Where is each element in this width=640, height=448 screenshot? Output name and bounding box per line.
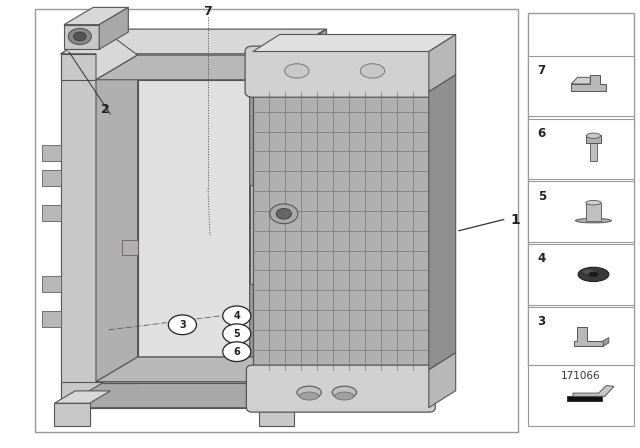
Text: 3: 3 <box>538 315 546 328</box>
Polygon shape <box>429 34 456 92</box>
Ellipse shape <box>285 64 309 78</box>
Bar <box>528 365 634 426</box>
Polygon shape <box>96 357 291 382</box>
Polygon shape <box>102 29 138 383</box>
Ellipse shape <box>583 269 593 274</box>
Ellipse shape <box>586 201 601 205</box>
Polygon shape <box>99 8 128 49</box>
Polygon shape <box>250 29 326 80</box>
Text: 5: 5 <box>538 190 546 202</box>
Bar <box>528 13 634 365</box>
Text: 2: 2 <box>101 103 110 116</box>
Polygon shape <box>61 54 96 408</box>
FancyBboxPatch shape <box>246 365 435 412</box>
Text: 171066: 171066 <box>561 371 600 381</box>
Text: 7: 7 <box>538 64 546 77</box>
Bar <box>586 202 601 221</box>
Text: 6: 6 <box>538 127 546 140</box>
Ellipse shape <box>575 219 611 223</box>
Ellipse shape <box>335 392 354 400</box>
Ellipse shape <box>297 386 321 399</box>
Ellipse shape <box>332 386 356 399</box>
Circle shape <box>68 28 92 44</box>
Ellipse shape <box>300 392 319 400</box>
Polygon shape <box>61 382 285 408</box>
Polygon shape <box>64 25 99 49</box>
Bar <box>589 137 597 161</box>
Polygon shape <box>42 169 61 185</box>
Circle shape <box>223 324 251 344</box>
Ellipse shape <box>589 272 598 276</box>
Polygon shape <box>64 8 128 25</box>
Circle shape <box>74 32 86 41</box>
Polygon shape <box>284 29 326 383</box>
Bar <box>586 135 600 143</box>
Text: 4: 4 <box>538 252 546 265</box>
Polygon shape <box>429 75 456 370</box>
Bar <box>35 9 518 432</box>
Polygon shape <box>138 55 284 357</box>
Polygon shape <box>61 29 326 54</box>
Polygon shape <box>259 403 294 426</box>
Polygon shape <box>42 145 61 161</box>
Circle shape <box>223 306 251 326</box>
Polygon shape <box>122 240 138 255</box>
Polygon shape <box>102 357 326 383</box>
Ellipse shape <box>360 64 385 78</box>
Ellipse shape <box>586 133 600 138</box>
Text: 3: 3 <box>179 320 186 330</box>
Polygon shape <box>61 29 138 80</box>
Circle shape <box>276 208 292 219</box>
Bar <box>566 396 602 401</box>
Circle shape <box>270 204 298 224</box>
Polygon shape <box>102 29 326 55</box>
Circle shape <box>223 342 251 362</box>
Polygon shape <box>42 205 61 221</box>
Ellipse shape <box>578 267 609 282</box>
Circle shape <box>168 315 196 335</box>
Polygon shape <box>42 276 61 292</box>
Bar <box>528 56 634 116</box>
Polygon shape <box>571 75 606 91</box>
Bar <box>528 244 634 305</box>
Text: 1: 1 <box>510 212 520 227</box>
Text: 5: 5 <box>234 329 240 339</box>
Polygon shape <box>96 357 291 382</box>
Polygon shape <box>285 29 326 408</box>
Text: 4: 4 <box>234 311 240 321</box>
FancyBboxPatch shape <box>245 46 436 97</box>
Polygon shape <box>54 391 111 403</box>
Bar <box>528 307 634 367</box>
Polygon shape <box>429 353 456 408</box>
Polygon shape <box>253 34 456 52</box>
Bar <box>528 181 634 242</box>
Polygon shape <box>603 338 609 346</box>
Text: 6: 6 <box>234 347 240 357</box>
Polygon shape <box>571 77 590 84</box>
Text: 7: 7 <box>204 4 212 18</box>
Bar <box>253 92 429 370</box>
Polygon shape <box>96 55 291 80</box>
Polygon shape <box>96 55 138 382</box>
Polygon shape <box>574 327 603 346</box>
Polygon shape <box>54 403 90 426</box>
Bar <box>528 119 634 179</box>
Polygon shape <box>250 185 285 284</box>
Polygon shape <box>250 55 291 382</box>
Polygon shape <box>259 391 316 403</box>
Polygon shape <box>573 385 614 396</box>
Polygon shape <box>250 54 285 408</box>
Polygon shape <box>42 311 61 327</box>
Polygon shape <box>61 54 285 80</box>
Polygon shape <box>61 383 326 408</box>
